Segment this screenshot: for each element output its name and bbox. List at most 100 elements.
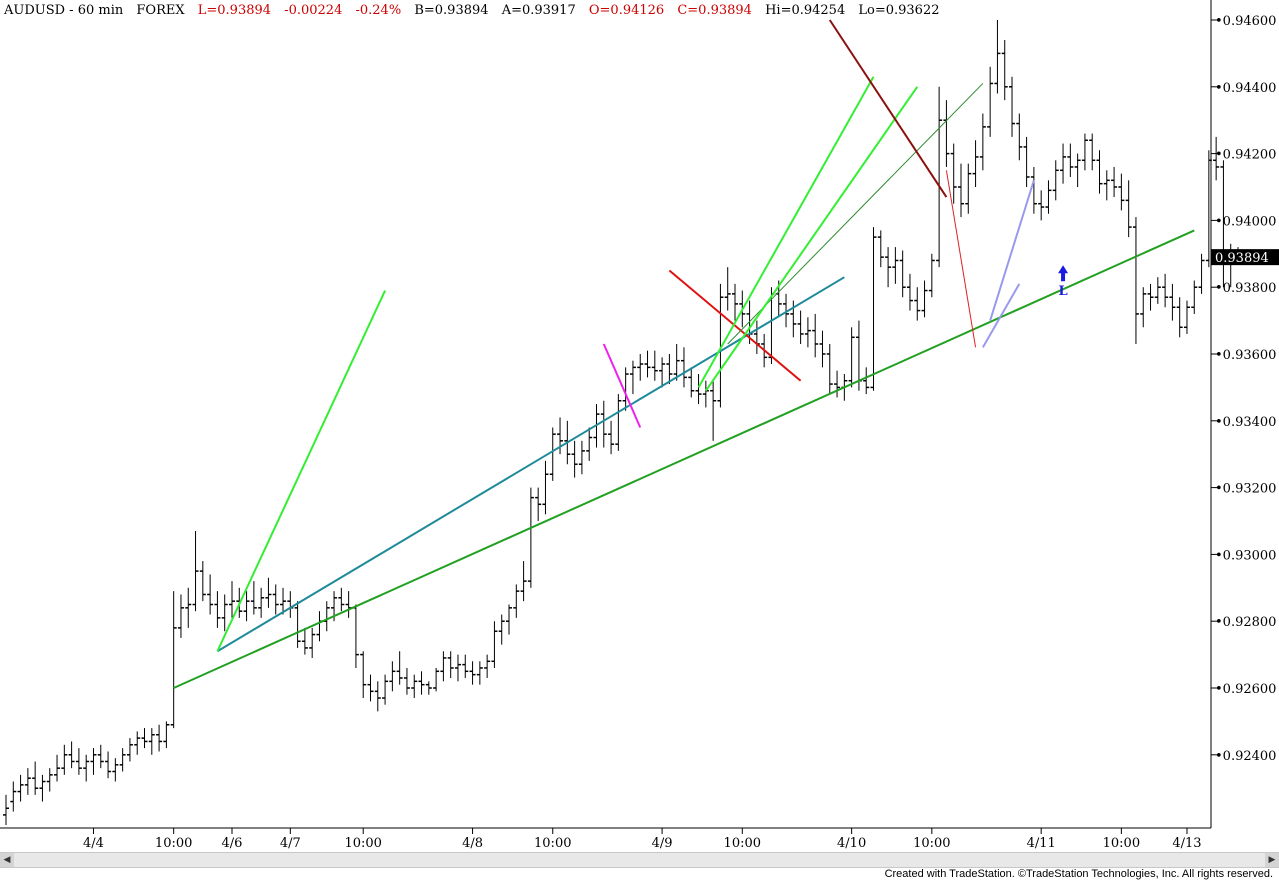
ohlc-bar[interactable]	[177, 594, 184, 638]
ohlc-bar[interactable]	[1067, 143, 1074, 177]
ohlc-bar[interactable]	[586, 427, 593, 461]
ohlc-bar[interactable]	[600, 400, 607, 448]
ohlc-bar[interactable]	[965, 163, 972, 214]
ohlc-bar[interactable]	[1045, 180, 1052, 214]
ohlc-bar[interactable]	[797, 310, 804, 344]
ohlc-bar[interactable]	[804, 317, 811, 348]
ohlc-bar[interactable]	[75, 748, 82, 775]
ohlc-bar[interactable]	[1081, 133, 1088, 171]
ohlc-bar[interactable]	[513, 584, 520, 618]
ohlc-bar[interactable]	[1205, 150, 1212, 268]
ohlc-bar[interactable]	[673, 343, 680, 381]
ohlc-bar[interactable]	[702, 380, 709, 408]
ohlc-bar[interactable]	[192, 531, 199, 612]
ohlc-bar[interactable]	[32, 761, 39, 795]
trendline[interactable]	[945, 170, 977, 348]
ohlc-bar[interactable]	[906, 273, 913, 311]
ohlc-bar[interactable]	[243, 591, 250, 622]
ohlc-bar[interactable]	[1096, 150, 1103, 194]
ohlc-bar[interactable]	[637, 354, 644, 381]
ohlc-bar[interactable]	[659, 357, 666, 388]
ohlc-bar[interactable]	[535, 487, 542, 521]
scroll-left-icon[interactable]: ◀	[0, 853, 14, 867]
trendline[interactable]	[216, 290, 386, 652]
ohlc-bar[interactable]	[338, 587, 345, 612]
ohlc-bar[interactable]	[950, 143, 957, 204]
ohlc-bar[interactable]	[389, 661, 396, 692]
ohlc-bar[interactable]	[294, 601, 301, 648]
ohlc-bar[interactable]	[1009, 76, 1016, 137]
ohlc-bar[interactable]	[1052, 160, 1059, 201]
chart-plot-area[interactable]: •0.94600 •0.94400 •0.94200 •0.94000 •0.93800…	[0, 0, 1279, 852]
ohlc-bar[interactable]	[433, 667, 440, 692]
ohlc-bar[interactable]	[629, 360, 636, 395]
ohlc-bar[interactable]	[360, 651, 367, 699]
ohlc-bar[interactable]	[476, 661, 483, 685]
ohlc-bar[interactable]	[1023, 136, 1030, 187]
ohlc-bar[interactable]	[979, 113, 986, 171]
trendline[interactable]	[668, 269, 802, 382]
ohlc-bar[interactable]	[411, 674, 418, 699]
ohlc-bar[interactable]	[1060, 143, 1067, 184]
ohlc-bar[interactable]	[258, 587, 265, 618]
ohlc-bar[interactable]	[352, 604, 359, 668]
ohlc-bar[interactable]	[1132, 217, 1139, 344]
trendline[interactable]	[705, 86, 919, 392]
ohlc-bar[interactable]	[112, 758, 119, 782]
ohlc-bar[interactable]	[651, 350, 658, 381]
ohlc-bar[interactable]	[717, 283, 724, 408]
ohlc-bar[interactable]	[24, 768, 31, 795]
ohlc-bar[interactable]	[1111, 166, 1118, 198]
ohlc-bar[interactable]	[987, 66, 994, 137]
ohlc-bar[interactable]	[622, 367, 629, 411]
ohlc-bar[interactable]	[724, 267, 731, 311]
ohlc-bar[interactable]	[506, 604, 513, 635]
ohlc-bar[interactable]	[170, 591, 177, 729]
ohlc-bar[interactable]	[899, 250, 906, 298]
ohlc-bar[interactable]	[17, 774, 24, 802]
ohlc-bar[interactable]	[783, 293, 790, 328]
ohlc-bar[interactable]	[323, 601, 330, 632]
ohlc-bar[interactable]	[1183, 300, 1190, 334]
ohlc-bar[interactable]	[1089, 133, 1096, 171]
ohlc-bar[interactable]	[367, 674, 374, 702]
ohlc-bar[interactable]	[863, 367, 870, 395]
scroll-right-icon[interactable]: ▶	[1265, 853, 1279, 867]
ohlc-bar[interactable]	[156, 724, 163, 752]
ohlc-bar[interactable]	[921, 280, 928, 318]
trendline[interactable]	[828, 19, 948, 198]
ohlc-bar[interactable]	[928, 253, 935, 298]
ohlc-bar[interactable]	[994, 20, 1001, 94]
ohlc-bar[interactable]	[484, 654, 491, 678]
ohlc-bar[interactable]	[447, 651, 454, 678]
ohlc-bar[interactable]	[688, 367, 695, 398]
horizontal-scrollbar[interactable]: ◀ ▶	[0, 852, 1279, 868]
ohlc-bar[interactable]	[943, 100, 950, 167]
ohlc-bar[interactable]	[885, 247, 892, 288]
ohlc-bar[interactable]	[1191, 280, 1198, 314]
ohlc-bar[interactable]	[819, 330, 826, 368]
ohlc-bar[interactable]	[1162, 273, 1169, 308]
ohlc-bar[interactable]	[1147, 283, 1154, 311]
ohlc-bar[interactable]	[972, 140, 979, 187]
ohlc-bar[interactable]	[345, 591, 352, 618]
ohlc-bar[interactable]	[520, 561, 527, 602]
ohlc-bar[interactable]	[309, 627, 316, 658]
ohlc-bar[interactable]	[10, 781, 17, 812]
ohlc-bar[interactable]	[39, 774, 46, 802]
ohlc-bar[interactable]	[527, 487, 534, 588]
ohlc-bar[interactable]	[272, 584, 279, 615]
trendline[interactable]	[173, 229, 1195, 689]
ohlc-bar[interactable]	[46, 768, 53, 792]
ohlc-bar[interactable]	[214, 591, 221, 628]
ohlc-bar[interactable]	[877, 230, 884, 268]
ohlc-bar[interactable]	[1016, 113, 1023, 161]
ohlc-bar[interactable]	[1030, 166, 1037, 214]
ohlc-bar[interactable]	[892, 247, 899, 284]
ohlc-bar[interactable]	[812, 313, 819, 358]
ohlc-bar[interactable]	[425, 681, 432, 695]
trendline[interactable]	[602, 343, 642, 428]
ohlc-bar[interactable]	[549, 427, 556, 481]
trendline[interactable]	[989, 180, 1035, 321]
ohlc-bar[interactable]	[61, 744, 68, 775]
